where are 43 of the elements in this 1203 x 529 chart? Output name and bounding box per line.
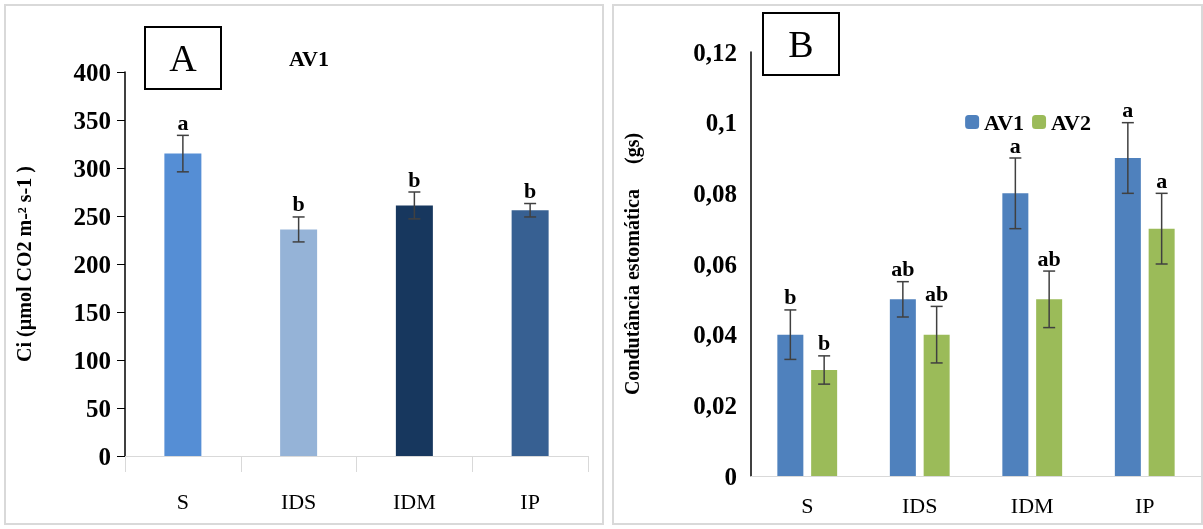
annotation: ab xyxy=(1037,245,1061,271)
annotation: A xyxy=(169,37,198,79)
y-tick-label: 0,02 xyxy=(693,391,737,419)
y-tick-label: 50 xyxy=(86,394,111,422)
y-tick-label: 0 xyxy=(724,462,737,490)
annotation: B xyxy=(788,23,814,65)
y-tick-label: 400 xyxy=(73,58,111,86)
y-axis-title: Ci (µmol CO2 m-² s-1 ) xyxy=(13,166,36,362)
y-tick-label: 0 xyxy=(98,442,111,470)
x-tick-label: IP xyxy=(1134,492,1155,518)
annotation: b xyxy=(408,166,421,192)
x-tick-label: S xyxy=(176,488,189,514)
annotation: a xyxy=(177,109,189,135)
y-tick-label: 0,12 xyxy=(693,38,737,66)
annotation: a xyxy=(1122,97,1134,123)
annotation: ab xyxy=(891,256,915,282)
annotation: ab xyxy=(925,280,949,306)
x-tick-label: IDM xyxy=(1010,492,1054,518)
y-tick-label: 0,06 xyxy=(693,250,737,278)
legend-label: AV2 xyxy=(1051,109,1092,135)
y-tick-label: 150 xyxy=(73,298,111,326)
y-tick-label: 200 xyxy=(73,250,111,278)
x-tick-label: IDS xyxy=(902,492,938,518)
x-tick-label: IDS xyxy=(280,488,317,514)
y-tick-label: 300 xyxy=(73,154,111,182)
y-tick-label: 100 xyxy=(73,346,111,374)
legend-label: AV1 xyxy=(984,109,1025,135)
x-tick-label: S xyxy=(801,492,814,518)
chart-title: AV1 xyxy=(289,45,329,71)
y-tick-label: 350 xyxy=(73,106,111,134)
annotation: a xyxy=(1156,167,1168,193)
annotation: b xyxy=(818,330,831,356)
annotation: b xyxy=(524,178,537,204)
x-tick-label: IP xyxy=(520,488,540,514)
y-tick-label: 0,1 xyxy=(705,109,737,137)
annotation: b xyxy=(784,284,797,310)
x-tick-label: IDM xyxy=(392,488,436,514)
y-axis-title: Condutância estomática (gs) xyxy=(621,132,644,396)
y-tick-label: 0,08 xyxy=(693,179,737,207)
annotation: b xyxy=(292,191,305,217)
annotation: a xyxy=(1009,132,1021,158)
y-tick-label: 250 xyxy=(73,202,111,230)
y-tick-label: 0,04 xyxy=(693,321,738,349)
